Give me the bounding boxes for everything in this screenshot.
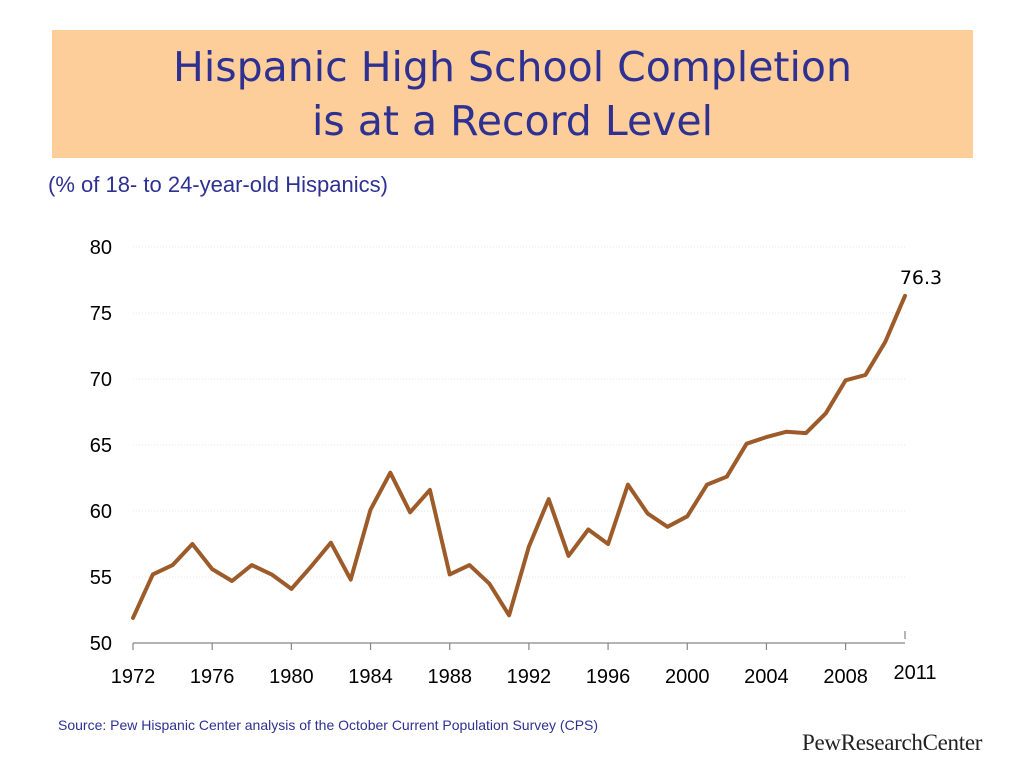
chart-subtitle: (% of 18- to 24-year-old Hispanics)	[48, 172, 388, 197]
x-axis-labels: 1972 1976 1980 1984 1988 1992 1996 2000 2004 2008…	[111, 662, 937, 688]
source-note: Source: Pew Hispanic Center analysis of …	[58, 717, 599, 733]
logo-part-pew: Pew	[802, 730, 841, 755]
title-banner: Hispanic High School Completion is at a …	[52, 30, 973, 158]
y-tick-label-50: 50	[90, 633, 112, 655]
x-tick-label-1988: 1988	[427, 666, 472, 688]
pew-research-center-logo: PewResearchCenter	[802, 730, 982, 756]
gridlines	[133, 246, 905, 578]
x-tick-label-2004: 2004	[744, 666, 789, 688]
y-tick-label-70: 70	[90, 369, 112, 391]
x-tick-label-2000: 2000	[665, 666, 710, 688]
y-tick-label-80: 80	[90, 237, 112, 259]
title-line-2: is at a Record Level	[311, 97, 714, 145]
y-axis-labels: 50 55 60 65 70 75 80	[90, 237, 112, 655]
x-tick-label-2008: 2008	[823, 666, 868, 688]
x-tick-label-2011: 2011	[893, 662, 936, 684]
y-tick-label-60: 60	[90, 501, 112, 523]
x-tick-label-1984: 1984	[348, 666, 393, 688]
logo-part-center: Center	[922, 730, 983, 755]
x-tick-label-1992: 1992	[507, 666, 552, 688]
data-labels: 76.3	[900, 267, 942, 289]
x-tick-label-1996: 1996	[586, 666, 631, 688]
x-tick-label-1972: 1972	[111, 666, 156, 688]
title-line-1: Hispanic High School Completion	[173, 43, 852, 91]
end-value-label: 76.3	[900, 267, 942, 289]
series-line-completion	[131, 293, 907, 620]
series-layer	[131, 293, 907, 620]
x-axis	[132, 631, 906, 650]
y-tick-label-65: 65	[90, 435, 112, 457]
x-tick-label-1976: 1976	[190, 666, 235, 688]
x-tick-label-1980: 1980	[269, 666, 314, 688]
y-tick-label-55: 55	[90, 567, 112, 589]
y-tick-label-75: 75	[90, 303, 112, 325]
logo-part-research: Research	[840, 730, 923, 755]
